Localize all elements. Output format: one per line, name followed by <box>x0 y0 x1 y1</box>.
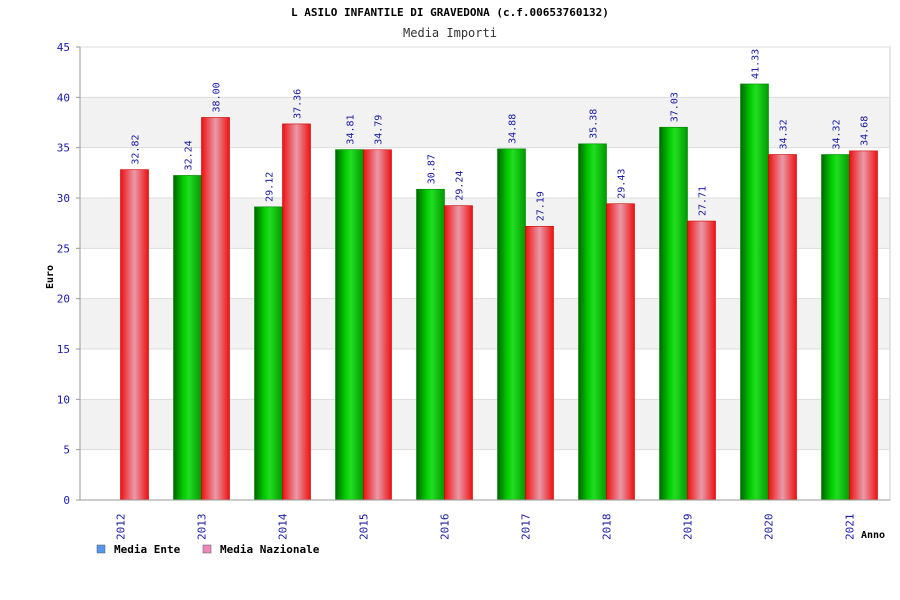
bar-media-nazionale <box>606 203 635 501</box>
bar-media-nazionale <box>768 154 797 501</box>
data-label-media-nazionale: 34.68 <box>860 116 871 146</box>
x-tick-label: 2015 <box>358 514 371 541</box>
data-label-media-nazionale: 37.36 <box>293 89 304 119</box>
data-label-media-nazionale: 29.43 <box>617 169 628 199</box>
chart-subtitle: Media Importi <box>403 26 497 40</box>
bar-media-ente <box>821 154 850 501</box>
data-label-media-ente: 35.38 <box>589 109 600 139</box>
y-axis-label: Euro <box>45 265 56 289</box>
y-tick-label: 15 <box>57 343 70 356</box>
data-label-media-nazionale: 27.71 <box>698 186 709 216</box>
bar-media-ente <box>254 206 283 501</box>
data-label-media-ente: 41.33 <box>751 49 762 79</box>
data-label-media-nazionale: 34.32 <box>779 119 790 149</box>
x-tick-label: 2021 <box>844 514 857 541</box>
y-tick-label: 35 <box>57 142 70 155</box>
x-tick-label: 2013 <box>196 514 209 541</box>
y-tick-label: 0 <box>63 494 70 507</box>
y-tick-label: 25 <box>57 242 70 255</box>
data-label-media-ente: 29.12 <box>265 172 276 202</box>
bar-media-ente <box>416 188 445 501</box>
legend-label-media-nazionale: Media Nazionale <box>220 543 320 556</box>
data-label-media-nazionale: 29.24 <box>455 171 466 201</box>
data-label-media-nazionale: 34.79 <box>374 115 385 145</box>
chart-title: L ASILO INFANTILE DI GRAVEDONA (c.f.0065… <box>291 6 609 19</box>
data-label-media-ente: 32.24 <box>184 140 195 170</box>
bar-media-ente <box>497 148 526 501</box>
bar-media-nazionale <box>282 123 311 501</box>
data-label-media-ente: 34.88 <box>508 114 519 144</box>
bar-media-ente <box>173 175 202 501</box>
bars-group <box>120 83 878 501</box>
bar-media-nazionale <box>363 149 392 501</box>
legend-swatch-media-ente <box>96 544 106 554</box>
y-tick-label: 5 <box>63 444 70 457</box>
data-label-media-ente: 34.32 <box>832 119 843 149</box>
bar-media-ente <box>740 83 769 501</box>
data-label-media-ente: 34.81 <box>346 114 357 144</box>
x-tick-label: 2020 <box>763 514 776 541</box>
x-tick-label: 2014 <box>277 513 290 540</box>
x-tick-label: 2017 <box>520 514 533 541</box>
bar-media-nazionale <box>201 117 230 501</box>
legend-swatch-media-nazionale <box>202 544 212 554</box>
y-tick-label: 10 <box>57 393 70 406</box>
x-tick-label: 2012 <box>115 514 128 541</box>
data-label-media-ente: 37.03 <box>670 92 681 122</box>
y-axis-ticks: 0 5 10 15 20 25 30 35 40 45 <box>57 41 80 507</box>
x-axis-ticks: 2012 2013 2014 2015 2016 2017 2018 2019 2020 2021 <box>115 513 857 540</box>
x-tick-label: 2016 <box>439 514 452 541</box>
data-label-media-nazionale: 27.19 <box>536 191 547 221</box>
bar-media-nazionale <box>120 169 149 501</box>
y-tick-label: 45 <box>57 41 70 54</box>
y-tick-label: 30 <box>57 192 70 205</box>
bar-media-ente <box>578 143 607 501</box>
x-tick-label: 2018 <box>601 514 614 541</box>
y-tick-label: 20 <box>57 293 70 306</box>
data-label-media-ente: 30.87 <box>427 154 438 184</box>
bar-media-nazionale <box>525 225 554 501</box>
data-label-media-nazionale: 38.00 <box>212 82 223 112</box>
data-labels-group: 32.82 32.24 38.00 29.12 37.36 34.81 34.79 30.87… <box>131 49 871 221</box>
bar-media-ente <box>335 149 364 501</box>
x-tick-label: 2019 <box>682 514 695 541</box>
bar-media-nazionale <box>849 150 878 501</box>
bar-media-ente <box>659 126 688 501</box>
y-tick-label: 40 <box>57 91 70 104</box>
data-label-media-nazionale: 32.82 <box>131 135 142 165</box>
x-axis-label: Anno <box>861 530 885 541</box>
legend: Media Ente Media Nazionale <box>96 543 320 556</box>
bar-media-nazionale <box>444 205 473 501</box>
bar-media-nazionale <box>687 220 716 501</box>
legend-label-media-ente: Media Ente <box>114 543 181 556</box>
